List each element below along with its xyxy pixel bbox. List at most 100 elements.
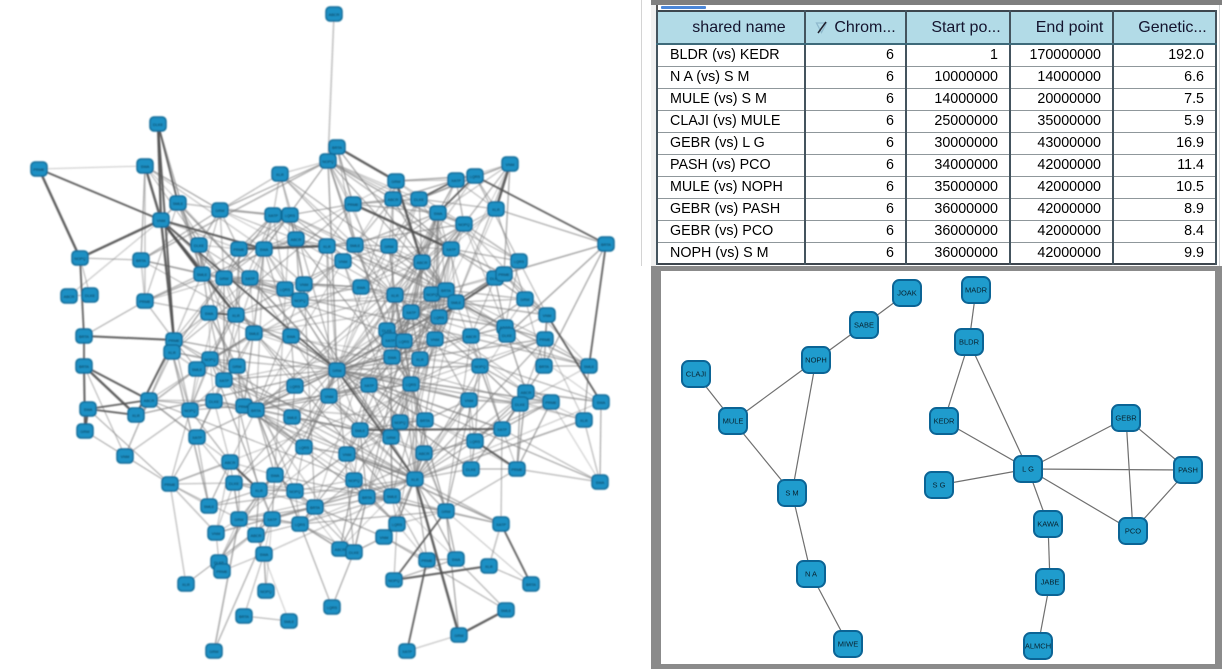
svg-text:SABE: SABE: [854, 321, 874, 330]
svg-text:N A: N A: [805, 570, 817, 579]
svg-text:KLR: KLR: [132, 413, 140, 418]
svg-text:SMLE: SMLE: [204, 504, 215, 509]
svg-text:SWA: SWA: [205, 311, 214, 316]
svg-text:SMLE: SMLE: [192, 367, 203, 372]
svg-text:LQRS: LQRS: [434, 315, 445, 320]
svg-text:SWA: SWA: [452, 557, 461, 562]
svg-text:GEBR: GEBR: [1115, 414, 1137, 423]
svg-text:SMLE: SMLE: [249, 331, 260, 336]
svg-text:LQRS: LQRS: [299, 445, 310, 450]
svg-text:VNM: VNM: [506, 162, 515, 167]
svg-text:BLDR: BLDR: [959, 338, 980, 347]
svg-text:SWA: SWA: [287, 334, 296, 339]
svg-text:KLR: KLR: [411, 477, 419, 482]
svg-text:GRW: GRW: [232, 364, 242, 369]
svg-text:NOPQ: NOPQ: [426, 292, 437, 297]
svg-text:SWA: SWA: [388, 355, 397, 360]
svg-text:PRME: PRME: [498, 272, 510, 277]
svg-text:GRW: GRW: [391, 179, 401, 184]
svg-text:SWA: SWA: [84, 407, 93, 412]
svg-text:BRTA: BRTA: [601, 242, 611, 247]
svg-text:LQRS: LQRS: [470, 439, 481, 444]
svg-text:KLR: KLR: [168, 350, 176, 355]
svg-text:DLKE: DLKE: [229, 481, 240, 486]
svg-text:XATP: XATP: [402, 649, 412, 654]
svg-text:SMLE: SMLE: [197, 272, 208, 277]
svg-text:NOPQ: NOPQ: [348, 478, 359, 483]
svg-text:PASH: PASH: [1178, 466, 1198, 475]
svg-text:GRW: GRW: [520, 297, 530, 302]
svg-text:SWA: SWA: [596, 480, 605, 485]
svg-text:BRTA: BRTA: [239, 614, 249, 619]
svg-text:VNM: VNM: [339, 259, 348, 264]
svg-text:ABCR: ABCR: [419, 451, 430, 456]
svg-text:GRW: GRW: [454, 633, 464, 638]
svg-text:ALMCH: ALMCH: [1025, 642, 1051, 651]
svg-text:DLKE: DLKE: [515, 402, 526, 407]
svg-text:S G: S G: [933, 481, 946, 490]
svg-text:GRW: GRW: [384, 244, 394, 249]
svg-text:SWA: SWA: [141, 164, 150, 169]
svg-text:NOPQ: NOPQ: [184, 408, 195, 413]
svg-text:PRME: PRME: [539, 337, 551, 342]
svg-text:JOAK: JOAK: [897, 289, 917, 298]
svg-text:GRW: GRW: [219, 276, 229, 281]
svg-text:SWA: SWA: [260, 552, 269, 557]
svg-text:XATP: XATP: [267, 517, 277, 522]
svg-text:DLKE: DLKE: [414, 197, 425, 202]
svg-text:XATP: XATP: [192, 435, 202, 440]
svg-text:ABCR: ABCR: [329, 12, 340, 17]
svg-text:ABCR: ABCR: [521, 390, 532, 395]
svg-text:DLKE: DLKE: [349, 550, 360, 555]
svg-text:BRTA: BRTA: [539, 364, 549, 369]
svg-text:LQRS: LQRS: [392, 522, 403, 527]
svg-text:ABCR: ABCR: [335, 547, 346, 552]
svg-text:JABE: JABE: [1041, 578, 1060, 587]
svg-text:PRME: PRME: [33, 167, 45, 172]
svg-text:ABCR: ABCR: [291, 237, 302, 242]
svg-text:PRME: PRME: [168, 338, 180, 343]
svg-text:KLR: KLR: [485, 564, 493, 569]
svg-text:KLR: KLR: [492, 207, 500, 212]
svg-text:L G: L G: [1022, 465, 1034, 474]
svg-text:SMLE: SMLE: [173, 201, 184, 206]
svg-text:DLKE: DLKE: [502, 333, 513, 338]
svg-text:DLKE: DLKE: [209, 399, 220, 404]
svg-text:MADR: MADR: [965, 286, 988, 295]
svg-text:VNM: VNM: [431, 337, 440, 342]
svg-text:PRME: PRME: [233, 247, 245, 252]
svg-text:ABCR: ABCR: [466, 334, 477, 339]
svg-text:ABCR: ABCR: [144, 398, 155, 403]
svg-text:GRW: GRW: [386, 435, 396, 440]
svg-text:LQRS: LQRS: [514, 259, 525, 264]
svg-text:ABCR: ABCR: [64, 294, 75, 299]
svg-text:BRTA: BRTA: [420, 418, 430, 423]
svg-text:SWA: SWA: [434, 211, 443, 216]
svg-text:DLKE: DLKE: [466, 467, 477, 472]
svg-text:BRTA: BRTA: [79, 334, 89, 339]
svg-text:XATP: XATP: [385, 338, 395, 343]
svg-text:DLKE: DLKE: [194, 243, 205, 248]
svg-text:SWA: SWA: [597, 400, 606, 405]
svg-text:KLR: KLR: [391, 293, 399, 298]
svg-text:XATP: XATP: [497, 427, 507, 432]
svg-text:SWA: SWA: [357, 285, 366, 290]
svg-text:SMLE: SMLE: [451, 300, 462, 305]
svg-text:LQRS: LQRS: [280, 287, 291, 292]
svg-text:GRW: GRW: [332, 368, 342, 373]
svg-text:NOPQ: NOPQ: [322, 159, 333, 164]
svg-text:PRME: PRME: [139, 299, 151, 304]
svg-text:VNM: VNM: [212, 531, 221, 536]
svg-text:VNM: VNM: [543, 313, 552, 318]
svg-text:ABCR: ABCR: [417, 260, 428, 265]
svg-text:BRTA: BRTA: [441, 288, 451, 293]
svg-text:PRME: PRME: [545, 400, 557, 405]
svg-text:DLKE: DLKE: [490, 276, 501, 281]
svg-text:CLAJI: CLAJI: [686, 370, 706, 379]
svg-text:SMLE: SMLE: [284, 619, 295, 624]
svg-text:KLR: KLR: [323, 244, 331, 249]
svg-text:LQRS: LQRS: [399, 339, 410, 344]
svg-text:XATP: XATP: [268, 213, 278, 218]
svg-text:BRTA: BRTA: [79, 364, 89, 369]
svg-text:MIWE: MIWE: [838, 640, 858, 649]
